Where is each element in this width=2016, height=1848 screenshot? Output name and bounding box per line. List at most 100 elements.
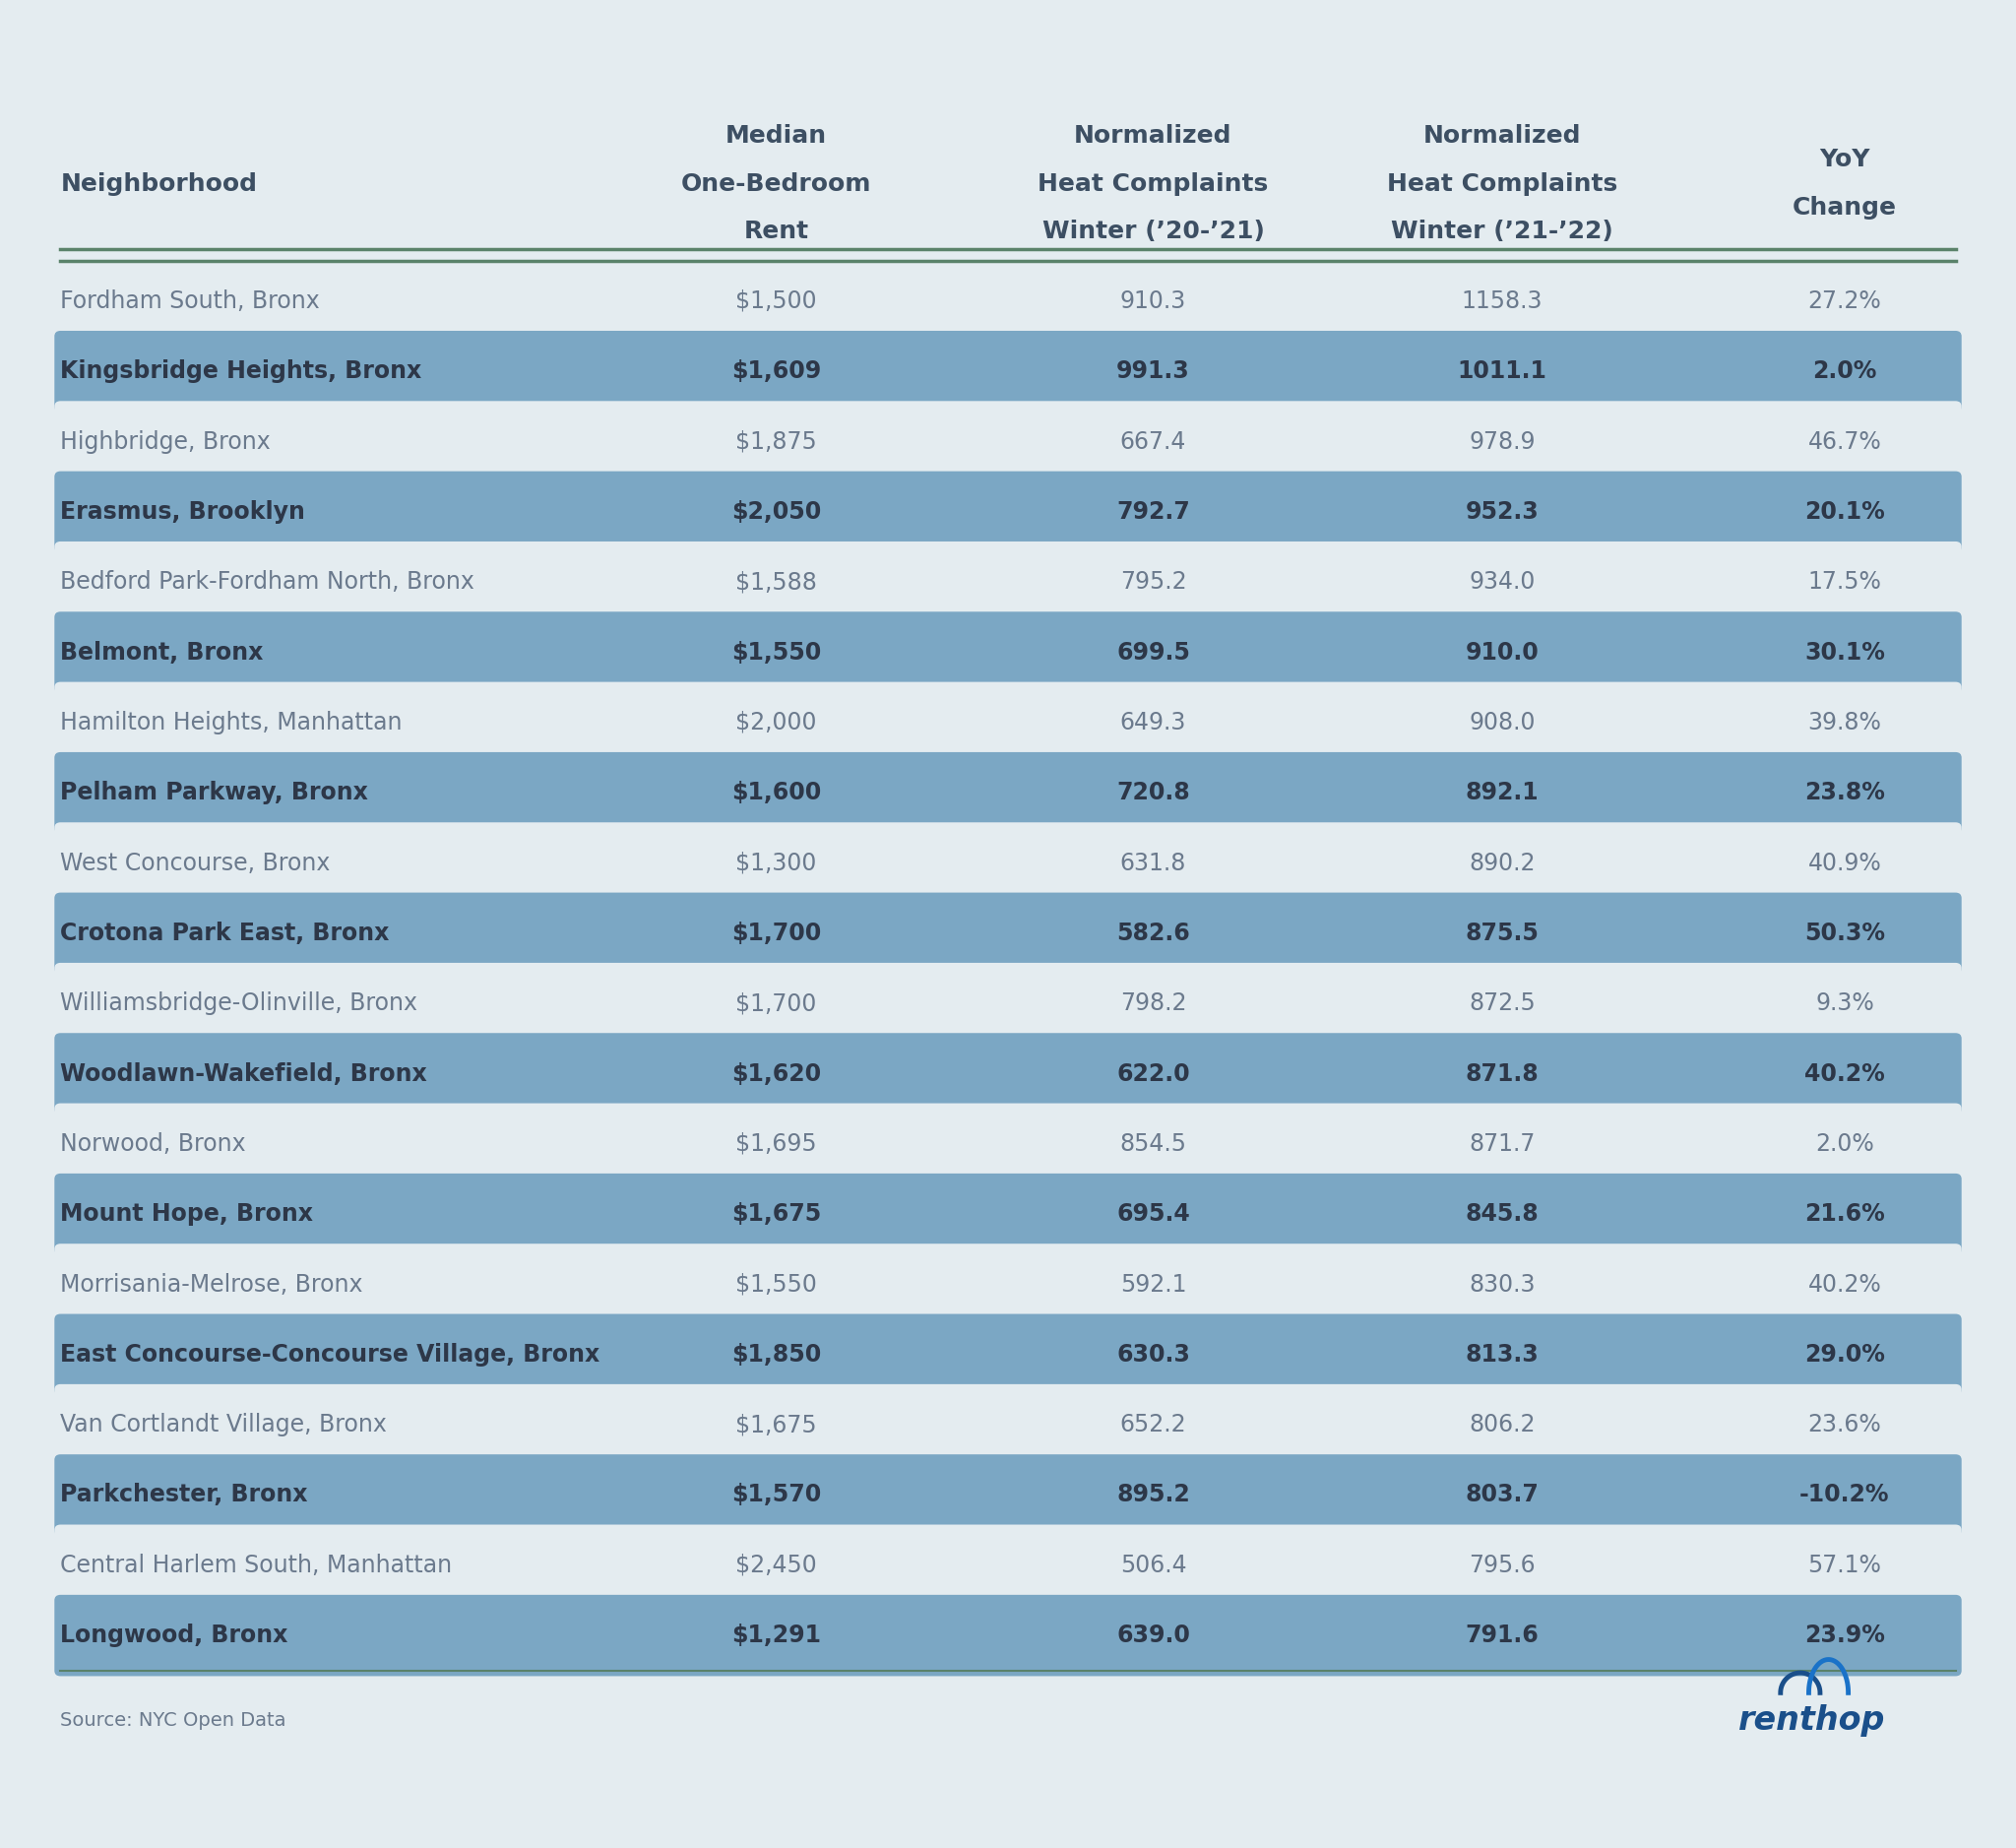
Text: $1,550: $1,550 — [732, 641, 821, 663]
Text: $2,050: $2,050 — [732, 501, 821, 523]
Text: 871.7: 871.7 — [1470, 1133, 1534, 1155]
Text: 9.3%: 9.3% — [1814, 992, 1875, 1015]
Text: 582.6: 582.6 — [1117, 922, 1189, 944]
FancyBboxPatch shape — [54, 1033, 1962, 1114]
Text: Highbridge, Bronx: Highbridge, Bronx — [60, 431, 270, 453]
Text: Kingsbridge Heights, Bronx: Kingsbridge Heights, Bronx — [60, 360, 421, 383]
FancyBboxPatch shape — [54, 1525, 1962, 1606]
Text: 895.2: 895.2 — [1117, 1484, 1189, 1506]
Text: $1,609: $1,609 — [732, 360, 821, 383]
Text: 23.6%: 23.6% — [1808, 1414, 1881, 1436]
Text: 910.3: 910.3 — [1121, 290, 1185, 312]
Text: Williamsbridge-Olinville, Bronx: Williamsbridge-Olinville, Bronx — [60, 992, 417, 1015]
FancyBboxPatch shape — [54, 1244, 1962, 1325]
Text: $1,675: $1,675 — [736, 1414, 816, 1436]
Text: Van Cortlandt Village, Bronx: Van Cortlandt Village, Bronx — [60, 1414, 387, 1436]
Text: $2,000: $2,000 — [736, 711, 816, 734]
Text: Source: NYC Open Data: Source: NYC Open Data — [60, 1711, 286, 1730]
Text: $1,550: $1,550 — [736, 1273, 816, 1295]
FancyBboxPatch shape — [54, 963, 1962, 1044]
Text: Normalized: Normalized — [1423, 124, 1581, 148]
Text: Longwood, Bronx: Longwood, Bronx — [60, 1624, 288, 1647]
Text: 622.0: 622.0 — [1117, 1063, 1189, 1085]
Text: 952.3: 952.3 — [1466, 501, 1538, 523]
Text: 991.3: 991.3 — [1117, 360, 1189, 383]
Text: $1,850: $1,850 — [732, 1343, 821, 1366]
Text: 872.5: 872.5 — [1468, 992, 1536, 1015]
Text: 40.9%: 40.9% — [1808, 852, 1881, 874]
FancyBboxPatch shape — [54, 822, 1962, 904]
Text: Change: Change — [1792, 196, 1897, 220]
Text: Fordham South, Bronx: Fordham South, Bronx — [60, 290, 321, 312]
Text: $1,675: $1,675 — [732, 1203, 821, 1225]
Text: Neighborhood: Neighborhood — [60, 172, 258, 196]
Text: 908.0: 908.0 — [1470, 711, 1534, 734]
Text: One-Bedroom: One-Bedroom — [681, 172, 871, 196]
Text: 40.2%: 40.2% — [1808, 1273, 1881, 1295]
FancyBboxPatch shape — [54, 1384, 1962, 1465]
FancyBboxPatch shape — [54, 261, 1962, 342]
Text: Winter (’20-’21): Winter (’20-’21) — [1042, 220, 1264, 244]
FancyBboxPatch shape — [54, 1454, 1962, 1536]
FancyBboxPatch shape — [54, 682, 1962, 763]
FancyBboxPatch shape — [54, 541, 1962, 623]
Text: 978.9: 978.9 — [1470, 431, 1534, 453]
Text: 29.0%: 29.0% — [1804, 1343, 1885, 1366]
FancyBboxPatch shape — [54, 331, 1962, 412]
Text: Woodlawn-Wakefield, Bronx: Woodlawn-Wakefield, Bronx — [60, 1063, 427, 1085]
Text: Pelham Parkway, Bronx: Pelham Parkway, Bronx — [60, 782, 369, 804]
FancyBboxPatch shape — [54, 1103, 1962, 1185]
Text: 699.5: 699.5 — [1117, 641, 1189, 663]
Text: 830.3: 830.3 — [1470, 1273, 1534, 1295]
Text: 795.6: 795.6 — [1468, 1554, 1536, 1576]
Text: 20.1%: 20.1% — [1804, 501, 1885, 523]
Text: 720.8: 720.8 — [1117, 782, 1189, 804]
Text: Belmont, Bronx: Belmont, Bronx — [60, 641, 264, 663]
Text: 695.4: 695.4 — [1117, 1203, 1189, 1225]
Text: 875.5: 875.5 — [1466, 922, 1538, 944]
Text: 890.2: 890.2 — [1470, 852, 1534, 874]
Text: 23.8%: 23.8% — [1804, 782, 1885, 804]
Text: Erasmus, Brooklyn: Erasmus, Brooklyn — [60, 501, 306, 523]
Text: $1,620: $1,620 — [732, 1063, 821, 1085]
FancyBboxPatch shape — [54, 471, 1962, 553]
Text: $1,300: $1,300 — [736, 852, 816, 874]
Text: 21.6%: 21.6% — [1804, 1203, 1885, 1225]
Text: Morrisania-Melrose, Bronx: Morrisania-Melrose, Bronx — [60, 1273, 363, 1295]
Text: renthop: renthop — [1738, 1704, 1885, 1737]
Text: Heat Complaints: Heat Complaints — [1038, 172, 1268, 196]
Text: 813.3: 813.3 — [1466, 1343, 1538, 1366]
Text: $1,700: $1,700 — [732, 922, 821, 944]
FancyBboxPatch shape — [54, 1173, 1962, 1255]
Text: Rent: Rent — [744, 220, 808, 244]
Text: East Concourse-Concourse Village, Bronx: East Concourse-Concourse Village, Bronx — [60, 1343, 601, 1366]
Text: 23.9%: 23.9% — [1804, 1624, 1885, 1647]
Text: 27.2%: 27.2% — [1808, 290, 1881, 312]
Text: $1,875: $1,875 — [736, 431, 816, 453]
Text: $1,500: $1,500 — [736, 290, 816, 312]
Text: 854.5: 854.5 — [1119, 1133, 1187, 1155]
Text: 50.3%: 50.3% — [1804, 922, 1885, 944]
Text: 910.0: 910.0 — [1466, 641, 1538, 663]
Text: Heat Complaints: Heat Complaints — [1387, 172, 1617, 196]
Text: 39.8%: 39.8% — [1808, 711, 1881, 734]
Text: 40.2%: 40.2% — [1804, 1063, 1885, 1085]
FancyBboxPatch shape — [54, 401, 1962, 482]
Text: 652.2: 652.2 — [1119, 1414, 1187, 1436]
Text: 17.5%: 17.5% — [1808, 571, 1881, 593]
Text: 2.0%: 2.0% — [1814, 1133, 1875, 1155]
Text: Bedford Park-Fordham North, Bronx: Bedford Park-Fordham North, Bronx — [60, 571, 476, 593]
Text: 871.8: 871.8 — [1466, 1063, 1538, 1085]
Text: 649.3: 649.3 — [1121, 711, 1185, 734]
FancyBboxPatch shape — [54, 893, 1962, 974]
Text: 806.2: 806.2 — [1470, 1414, 1534, 1436]
Text: $2,450: $2,450 — [736, 1554, 816, 1576]
FancyBboxPatch shape — [54, 1595, 1962, 1676]
Text: 667.4: 667.4 — [1121, 431, 1185, 453]
Text: Median: Median — [726, 124, 827, 148]
Text: 892.1: 892.1 — [1466, 782, 1538, 804]
Text: YoY: YoY — [1818, 148, 1871, 172]
Text: 803.7: 803.7 — [1466, 1484, 1538, 1506]
Text: $1,291: $1,291 — [732, 1624, 821, 1647]
Text: 57.1%: 57.1% — [1808, 1554, 1881, 1576]
